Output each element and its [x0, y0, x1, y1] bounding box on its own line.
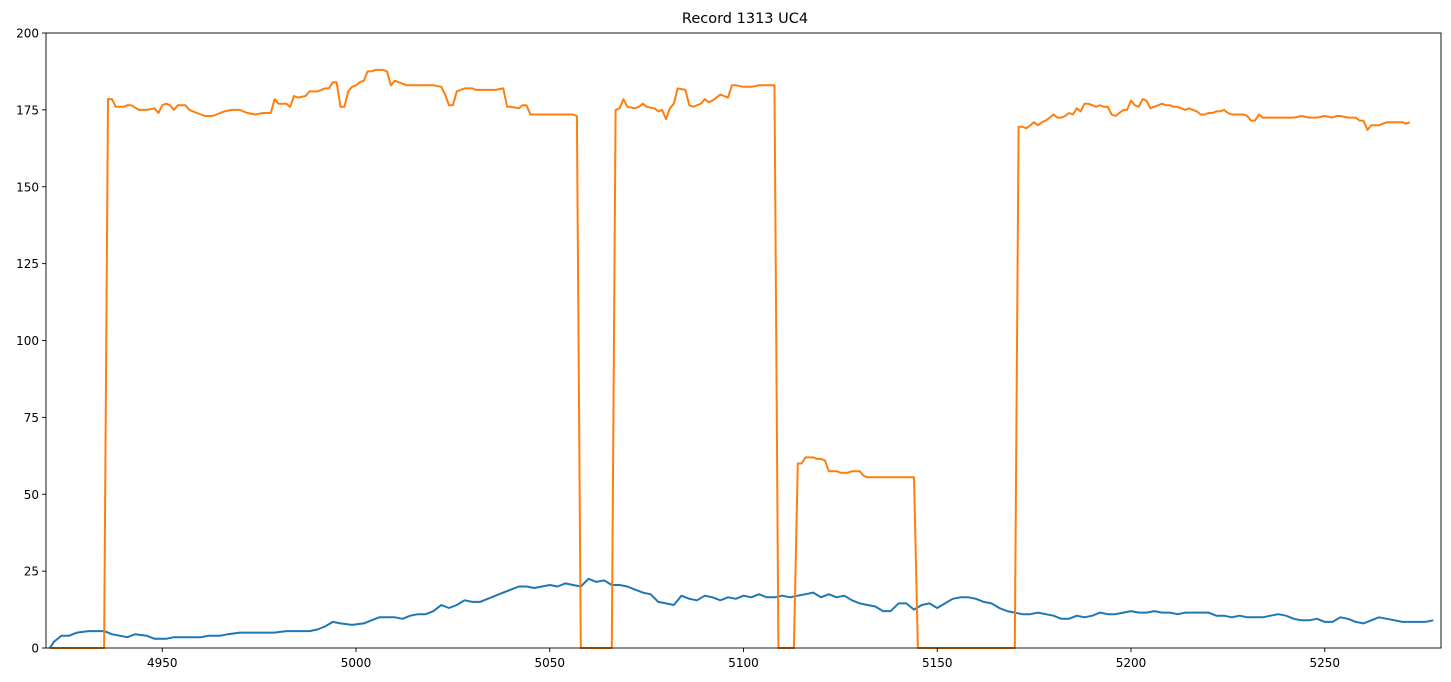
y-tick-label: 50 — [24, 488, 39, 502]
x-tick-label: 5000 — [341, 656, 372, 670]
y-tick-label: 175 — [16, 103, 39, 117]
y-tick-label: 0 — [31, 642, 39, 656]
chart-title: Record 1313 UC4 — [682, 11, 808, 27]
x-tick-label: 5050 — [534, 656, 565, 670]
y-tick-label: 25 — [24, 565, 39, 579]
y-tick-label: 100 — [16, 334, 39, 348]
axes-layer: 4950 5000 5050 5100 5150 5200 5250 0 25 50 75 100 12… — [16, 27, 1340, 671]
y-tick-label: 125 — [16, 257, 39, 271]
y-tick-label: 150 — [16, 180, 39, 194]
series-line-2 — [49, 68, 1411, 649]
x-tick-label: 5200 — [1116, 656, 1147, 670]
y-tick-label: 200 — [16, 27, 39, 41]
y-tick-label: 75 — [24, 411, 39, 425]
plot-frame — [45, 32, 1442, 649]
x-tick-label: 5100 — [728, 656, 759, 670]
series-line-1 — [49, 577, 1434, 649]
x-tick-label: 4950 — [147, 656, 178, 670]
series-layer — [49, 68, 1434, 649]
x-tick-label: 5250 — [1309, 656, 1340, 670]
x-tick-label: 5150 — [922, 656, 953, 670]
